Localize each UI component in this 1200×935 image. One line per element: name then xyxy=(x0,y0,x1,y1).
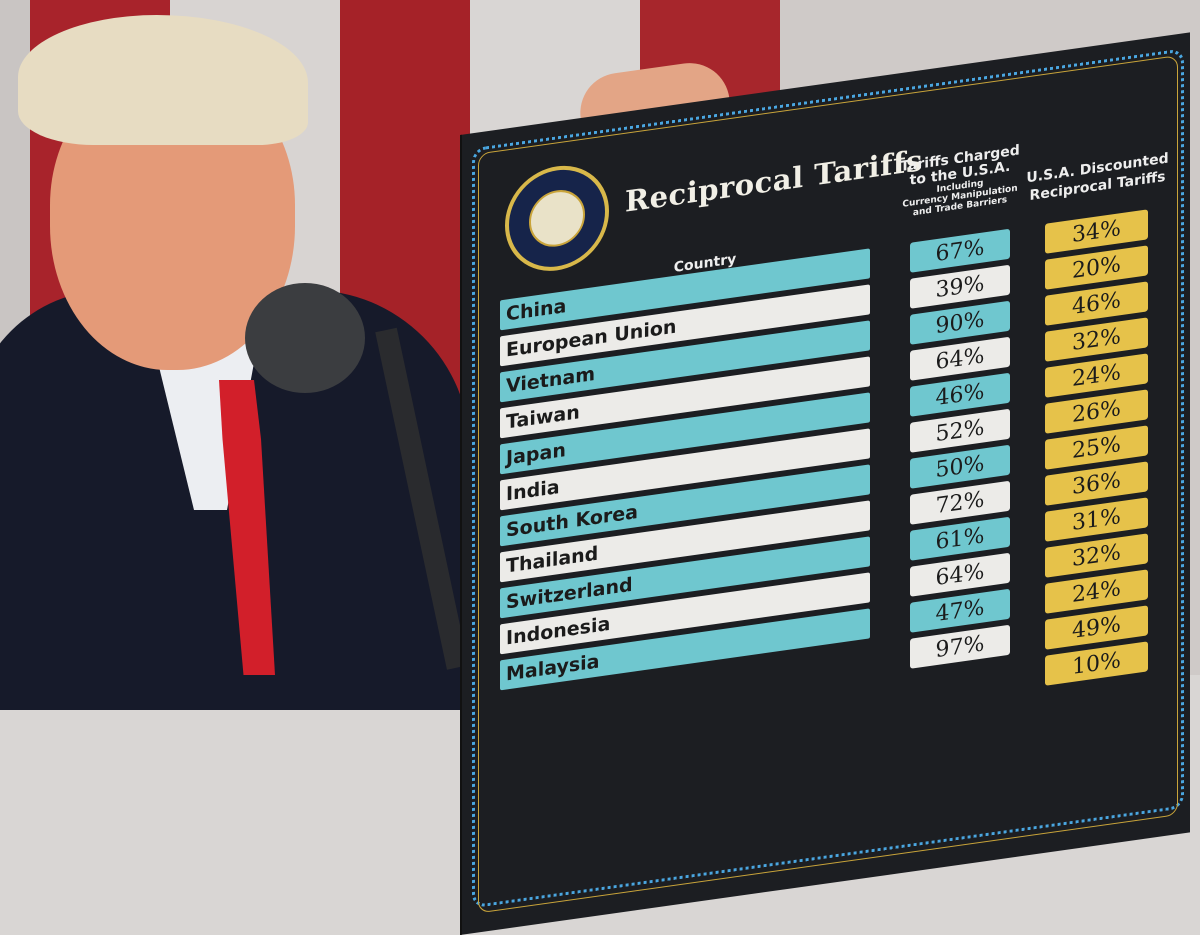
tariff-board: Reciprocal Tariffs Country Tariffs Charg… xyxy=(460,0,1200,935)
hair xyxy=(18,15,308,145)
microphone xyxy=(245,283,365,393)
eagle-icon xyxy=(529,186,585,251)
